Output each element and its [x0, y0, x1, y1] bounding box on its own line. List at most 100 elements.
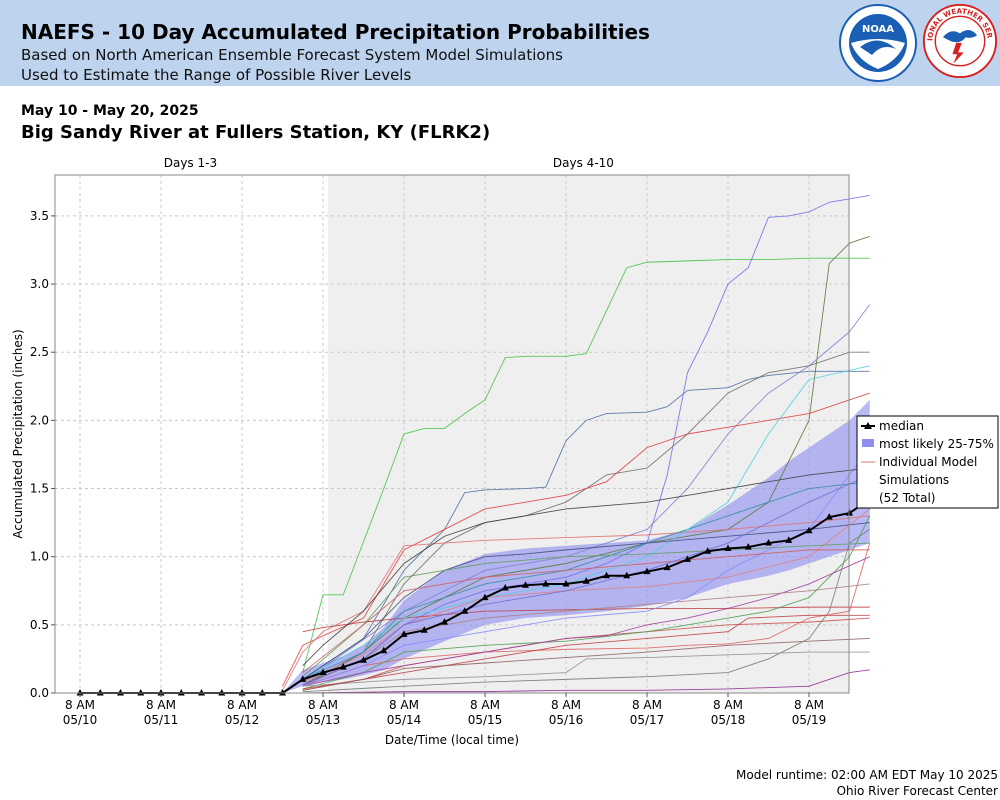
date-range: May 10 - May 20, 2025	[21, 103, 199, 119]
page-subtitle-1: Based on North American Ensemble Forecas…	[21, 46, 563, 64]
x-tick-date: 05/16	[549, 713, 584, 727]
median-marker	[319, 668, 327, 676]
median-marker	[258, 689, 266, 696]
period-label-days-4-10: Days 4-10	[553, 156, 614, 170]
median-marker	[441, 618, 448, 625]
legend: median most likely 25-75% Individual Mod…	[856, 415, 999, 509]
median-marker	[137, 689, 145, 696]
header-banner: NAEFS - 10 Day Accumulated Precipitation…	[0, 0, 1000, 86]
x-tick-time: 8 AM	[389, 698, 419, 712]
median-marker	[825, 513, 833, 520]
simulation-line	[302, 651, 870, 687]
median-marker	[684, 555, 691, 562]
median-marker	[279, 689, 286, 696]
y-tick-label: 0.0	[30, 686, 49, 700]
median-marker	[663, 563, 671, 571]
x-tick-date: 05/14	[387, 713, 422, 727]
legend-sim-label-2: Simulations	[879, 473, 949, 487]
nws-logo: NATIONAL WEATHER SERVICE	[922, 3, 998, 79]
x-tick-date: 05/15	[468, 713, 503, 727]
x-tick-time: 8 AM	[470, 698, 500, 712]
median-marker	[339, 663, 347, 670]
median-marker	[157, 689, 165, 696]
simulation-line	[302, 606, 870, 633]
median-marker	[461, 607, 469, 614]
period-label-days-1-3: Days 1-3	[164, 156, 217, 170]
simulation-line	[302, 195, 870, 687]
median-marker	[380, 646, 388, 654]
median-marker	[400, 630, 408, 637]
page-subtitle-2: Used to Estimate the Range of Possible R…	[21, 66, 412, 84]
x-tick-time: 8 AM	[65, 698, 95, 712]
median-marker	[623, 571, 631, 579]
x-tick-date: 05/19	[792, 713, 827, 727]
simulation-line	[302, 351, 870, 686]
x-tick-time: 8 AM	[632, 698, 662, 712]
median-marker	[582, 577, 590, 584]
median-marker	[198, 689, 205, 696]
simulation-line	[302, 614, 870, 690]
x-tick-date: 05/12	[225, 713, 260, 727]
median-marker	[562, 579, 570, 587]
forecast-center: Ohio River Forecast Center	[836, 784, 998, 798]
median-marker	[76, 689, 84, 696]
band-group	[282, 399, 870, 693]
median-marker	[785, 536, 793, 543]
simulation-line	[302, 542, 870, 677]
legend-sim-label-1: Individual Model	[879, 455, 977, 469]
x-tick-date: 05/17	[630, 713, 665, 727]
median-marker	[643, 567, 651, 575]
y-tick-label: 2.0	[30, 413, 49, 427]
x-tick-time: 8 AM	[146, 698, 176, 712]
station-name: Big Sandy River at Fullers Station, KY (…	[21, 122, 491, 143]
median-marker	[218, 689, 226, 696]
simulation-line	[302, 304, 871, 683]
x-axis-label: Date/Time (local time)	[385, 733, 519, 747]
median-marker	[420, 626, 428, 633]
y-tick-label: 2.5	[30, 345, 49, 359]
median-marker	[117, 689, 124, 696]
x-tick-date: 05/13	[306, 713, 341, 727]
y-tick-label: 3.5	[30, 209, 49, 223]
legend-band-label: most likely 25-75%	[879, 437, 994, 451]
simulation-line	[302, 669, 870, 694]
median-marker	[744, 543, 752, 550]
simulation-line	[302, 257, 870, 673]
x-tick-time: 8 AM	[713, 698, 743, 712]
median-marker	[360, 656, 367, 663]
median-marker	[805, 526, 813, 534]
median-marker	[238, 689, 246, 696]
y-axis-label: Accumulated Precipitation (inches)	[11, 329, 25, 538]
x-tick-time: 8 AM	[308, 698, 338, 712]
simulation-line	[302, 583, 870, 687]
x-tick-time: 8 AM	[551, 698, 581, 712]
x-tick-date: 05/11	[144, 713, 179, 727]
legend-sim-label-3: (52 Total)	[879, 491, 935, 505]
x-tick-date: 05/18	[711, 713, 746, 727]
median-marker	[481, 593, 489, 601]
plot-border	[54, 174, 850, 694]
model-runtime: Model runtime: 02:00 AM EDT May 10 2025	[736, 768, 998, 782]
median-marker	[177, 689, 185, 696]
noaa-logo-text: NOAA	[862, 24, 894, 35]
simulation-line	[302, 542, 871, 687]
median-marker	[299, 675, 307, 682]
median-marker	[542, 579, 550, 587]
median-marker	[765, 539, 772, 546]
simulation-line	[302, 467, 870, 667]
simulation-line	[302, 515, 871, 690]
y-tick-label: 0.5	[30, 618, 49, 632]
simulation-line	[302, 474, 870, 686]
median-marker	[704, 547, 712, 554]
simulation-lines	[282, 195, 871, 694]
median-marker	[522, 581, 529, 588]
simulation-line	[302, 529, 871, 693]
x-tick-date: 05/10	[63, 713, 98, 727]
simulation-line	[302, 556, 870, 687]
legend-band-swatch	[862, 439, 874, 447]
x-tick-time: 8 AM	[794, 698, 824, 712]
simulation-line	[302, 638, 870, 691]
legend-box	[856, 415, 999, 509]
